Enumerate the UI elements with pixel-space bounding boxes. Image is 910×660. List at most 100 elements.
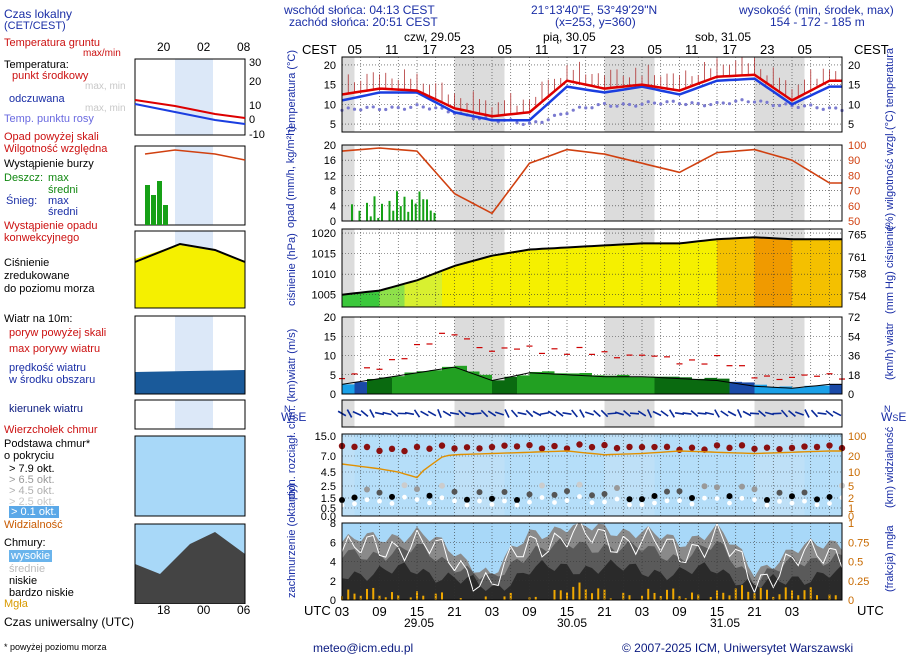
dewpoint-dot [434, 106, 438, 110]
tick-label: 60 [848, 201, 860, 213]
email-link[interactable]: meteo@icm.edu.pl [313, 641, 414, 655]
cloud-top [688, 444, 696, 451]
panel-temperature: 5 10 15 20 5 10 15 20 [324, 56, 860, 133]
panel-border [341, 228, 843, 308]
cloud-top [726, 444, 733, 452]
legend-kierunek: kierunek wiatru [9, 403, 83, 415]
cloud-top [351, 443, 358, 451]
fog-bar [653, 592, 656, 600]
tick-label: 761 [848, 252, 866, 264]
rain-bar [358, 210, 361, 221]
wind-arrow [629, 412, 640, 415]
cloud-base [814, 496, 820, 503]
legend-deszcz-max: max [48, 172, 69, 184]
wind-area [667, 376, 680, 394]
fog-bar [622, 592, 625, 600]
legend-temp-rosy: Temp. punktu rosy [4, 113, 94, 125]
mini-border [134, 523, 246, 604]
legend-predkosc-1: prędkość wiatru [9, 362, 87, 374]
dewpoint-dot [615, 104, 619, 108]
wind-arrow [742, 410, 752, 417]
tick-label: 54 [848, 331, 860, 343]
cloud-base-low [502, 498, 507, 504]
utc-tick: 03 [335, 604, 349, 619]
footnote: * powyżej poziomu morza [4, 642, 107, 652]
cloud-top [601, 441, 608, 449]
mini-night [175, 146, 213, 225]
wind-arrow [494, 411, 505, 416]
mini-rain [163, 205, 168, 225]
wind-area [492, 380, 505, 394]
cloud-base-low [777, 498, 782, 504]
wind-arrow [749, 412, 760, 415]
utc-tick: 03 [485, 604, 499, 619]
legend-deszcz-sredni: średni [48, 184, 78, 196]
cloud-top [626, 443, 633, 451]
fog-bar [797, 595, 800, 600]
fog-bar [372, 587, 375, 600]
utc-tick: 15 [710, 604, 724, 619]
rain-bar [429, 210, 432, 221]
cloud-base [464, 496, 470, 503]
mini-tick: -10 [249, 129, 265, 141]
fog-bar [584, 589, 587, 600]
legend-opad-powyzej: Opad powyżej skali [4, 131, 99, 143]
legend-max-min-2: max, min [85, 103, 126, 114]
mini-border [134, 399, 246, 430]
day-label-1: pią, 30.05 [543, 30, 596, 44]
cloud-base [601, 490, 608, 497]
wind-arrow [622, 410, 632, 417]
fog-bar [566, 592, 568, 600]
wind-arrow [780, 409, 789, 418]
night-band [604, 145, 655, 221]
legend-wilgotnosc: Wilgotność względna [4, 143, 108, 155]
cloud-base-low [652, 500, 657, 506]
coords: 21°13'40"E, 53°49'29"N [531, 3, 658, 17]
pressure-area [717, 237, 755, 307]
cest-tick: 17 [722, 42, 737, 57]
mini-border [134, 58, 246, 136]
wind-arrow [562, 412, 572, 415]
legend-snieg-max: max [48, 195, 69, 207]
cloud-base [689, 494, 695, 501]
cloud-top [576, 441, 583, 448]
cloud-top [551, 442, 558, 450]
dewpoint-dot [365, 105, 369, 109]
wind-arrow [458, 409, 466, 418]
tick-label: 7.0 [321, 451, 336, 463]
wind-arrow [682, 412, 692, 415]
wind-arrow [480, 409, 489, 418]
wind-area [829, 383, 842, 394]
cloud-base-low [352, 501, 357, 507]
night-band [754, 145, 805, 221]
cloud-base [576, 481, 583, 488]
cloud-base-low [752, 497, 757, 503]
dewpoint-dot [415, 103, 419, 107]
panel-cloudiness: 0 2 4 6 8 0 0.25 0.5 0.75 1 [330, 518, 870, 607]
wind-arrow [720, 410, 729, 417]
tick-label: 2.5 [321, 481, 336, 493]
mini-sky [135, 436, 245, 516]
wind-area [517, 375, 530, 394]
cloud-base-low [602, 499, 607, 505]
panel-wind: 0 5 10 15 20 0 18 36 54 72 [324, 312, 861, 401]
tick-label: 10 [848, 99, 860, 111]
tick-label: 0.5 [321, 503, 336, 515]
utc-tick: 15 [560, 604, 574, 619]
dewpoint-dot [809, 103, 813, 107]
dewpoint-dot [559, 112, 563, 116]
cloud-base-low [802, 498, 807, 504]
fog-bar [834, 595, 837, 600]
cloud-base [539, 482, 545, 489]
cloud-base [776, 489, 783, 496]
tick-label: 80 [848, 170, 860, 182]
legend-poryw-skala: poryw powyżej skali [9, 327, 107, 339]
tick-label: 18 [848, 370, 860, 382]
wind-arrow [517, 411, 527, 416]
rain-bar [373, 196, 376, 221]
wind-arrow [413, 409, 421, 418]
wind-arrow [646, 409, 653, 418]
panel-precipitation: 0 4 8 12 16 20 50 60 70 80 90 100 [324, 140, 867, 228]
cest-tick: 05 [797, 42, 812, 57]
panel-wind-direction [337, 399, 843, 428]
